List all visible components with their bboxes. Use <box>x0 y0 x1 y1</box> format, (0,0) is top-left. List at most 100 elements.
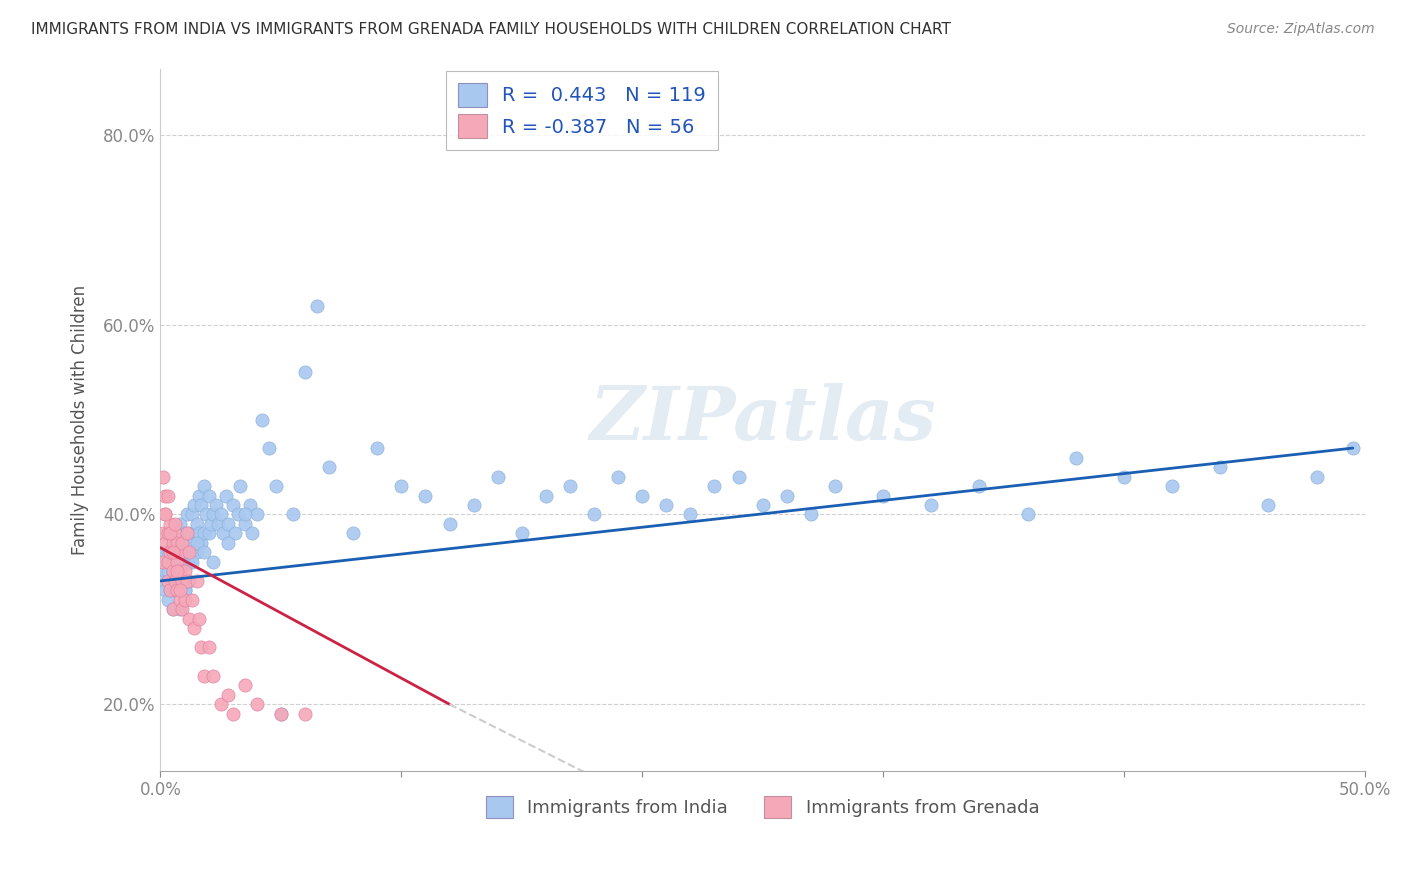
Point <box>415 489 437 503</box>
Point <box>173 583 195 598</box>
Point <box>159 583 181 598</box>
Y-axis label: Family Households with Children: Family Households with Children <box>72 285 89 555</box>
Point <box>172 536 194 550</box>
Point <box>214 489 236 503</box>
Point <box>163 516 186 531</box>
Point <box>162 602 184 616</box>
Point <box>655 498 678 512</box>
Point <box>389 479 412 493</box>
Point <box>217 516 239 531</box>
Point <box>872 489 894 503</box>
Point <box>239 498 262 512</box>
Point <box>703 479 725 493</box>
Point <box>152 555 174 569</box>
Point <box>155 545 177 559</box>
Point <box>152 526 174 541</box>
Point <box>264 479 287 493</box>
Point <box>166 583 188 598</box>
Point <box>179 612 201 626</box>
Point <box>188 489 211 503</box>
Point <box>197 640 219 655</box>
Point <box>318 460 340 475</box>
Point <box>1064 450 1087 465</box>
Point <box>172 555 194 569</box>
Point <box>190 498 212 512</box>
Point <box>222 706 245 721</box>
Point <box>156 593 179 607</box>
Point <box>342 526 364 541</box>
Point <box>305 299 328 313</box>
Point <box>155 508 177 522</box>
Point <box>162 565 184 579</box>
Point <box>195 508 218 522</box>
Point <box>180 555 202 569</box>
Point <box>366 441 388 455</box>
Point <box>176 574 198 588</box>
Point <box>179 555 201 569</box>
Point <box>233 516 256 531</box>
Point <box>202 669 225 683</box>
Point <box>169 565 191 579</box>
Point <box>197 489 219 503</box>
Point <box>439 792 461 806</box>
Point <box>607 469 630 483</box>
Point <box>162 536 184 550</box>
Point <box>176 545 198 559</box>
Point <box>186 516 208 531</box>
Point <box>152 555 174 569</box>
Point <box>217 536 239 550</box>
Point <box>294 365 316 379</box>
Point <box>169 545 191 559</box>
Point <box>969 479 991 493</box>
Point <box>257 441 280 455</box>
Point <box>162 545 184 559</box>
Point <box>193 545 215 559</box>
Point <box>162 602 184 616</box>
Point <box>173 565 195 579</box>
Point <box>163 574 186 588</box>
Point <box>233 678 256 692</box>
Point <box>294 706 316 721</box>
Point <box>229 479 252 493</box>
Point <box>193 669 215 683</box>
Point <box>166 555 188 569</box>
Point <box>169 565 191 579</box>
Point <box>162 574 184 588</box>
Point <box>179 545 201 559</box>
Point <box>162 545 184 559</box>
Point <box>186 545 208 559</box>
Point <box>156 555 179 569</box>
Point <box>776 489 799 503</box>
Point <box>159 555 181 569</box>
Point <box>159 583 181 598</box>
Point <box>180 593 202 607</box>
Point <box>166 536 188 550</box>
Point <box>163 583 186 598</box>
Point <box>205 498 228 512</box>
Point <box>558 479 581 493</box>
Point <box>212 526 235 541</box>
Point <box>188 612 211 626</box>
Legend: Immigrants from India, Immigrants from Grenada: Immigrants from India, Immigrants from G… <box>478 789 1046 825</box>
Point <box>163 545 186 559</box>
Point <box>186 574 208 588</box>
Point <box>209 508 232 522</box>
Point <box>172 602 194 616</box>
Point <box>156 574 179 588</box>
Point <box>172 536 194 550</box>
Point <box>152 469 174 483</box>
Point <box>217 688 239 702</box>
Point <box>169 602 191 616</box>
Point <box>155 536 177 550</box>
Point <box>169 593 191 607</box>
Point <box>270 706 292 721</box>
Point <box>176 526 198 541</box>
Point <box>200 516 222 531</box>
Point <box>159 526 181 541</box>
Point <box>197 526 219 541</box>
Point <box>510 526 533 541</box>
Point <box>224 526 246 541</box>
Text: Source: ZipAtlas.com: Source: ZipAtlas.com <box>1227 22 1375 37</box>
Point <box>183 536 205 550</box>
Point <box>202 555 225 569</box>
